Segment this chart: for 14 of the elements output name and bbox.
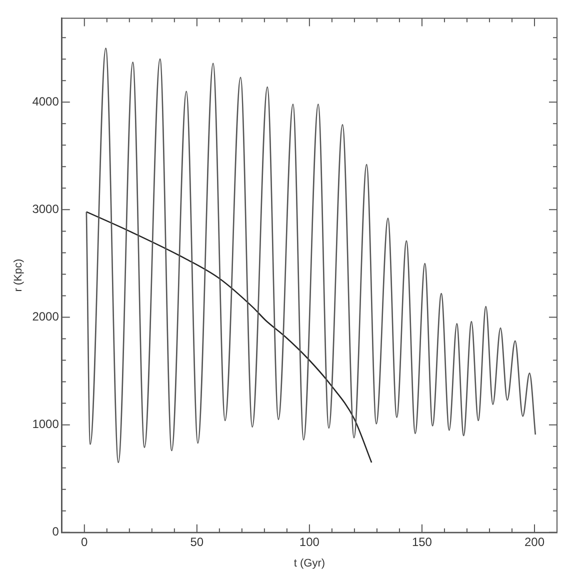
y-tick-label: 1000: [32, 417, 60, 432]
y-tick-label: 2000: [32, 310, 60, 324]
x-tick-label: 150: [412, 534, 432, 549]
y-tick-label: 0: [52, 524, 60, 539]
y-tick-label: 4000: [32, 94, 60, 108]
x-tick-label: 100: [299, 534, 320, 549]
x-tick-label: 0: [81, 534, 88, 549]
line-series: [86, 211, 372, 464]
y-tick-label: 3000: [32, 202, 60, 216]
x-tick-label: 200: [524, 534, 545, 549]
line-series: [86, 48, 536, 464]
x-tick-label: 50: [190, 534, 204, 549]
y-axis-title: r (Kpc): [12, 258, 25, 292]
x-axis-title: t (Gyr): [294, 557, 326, 570]
